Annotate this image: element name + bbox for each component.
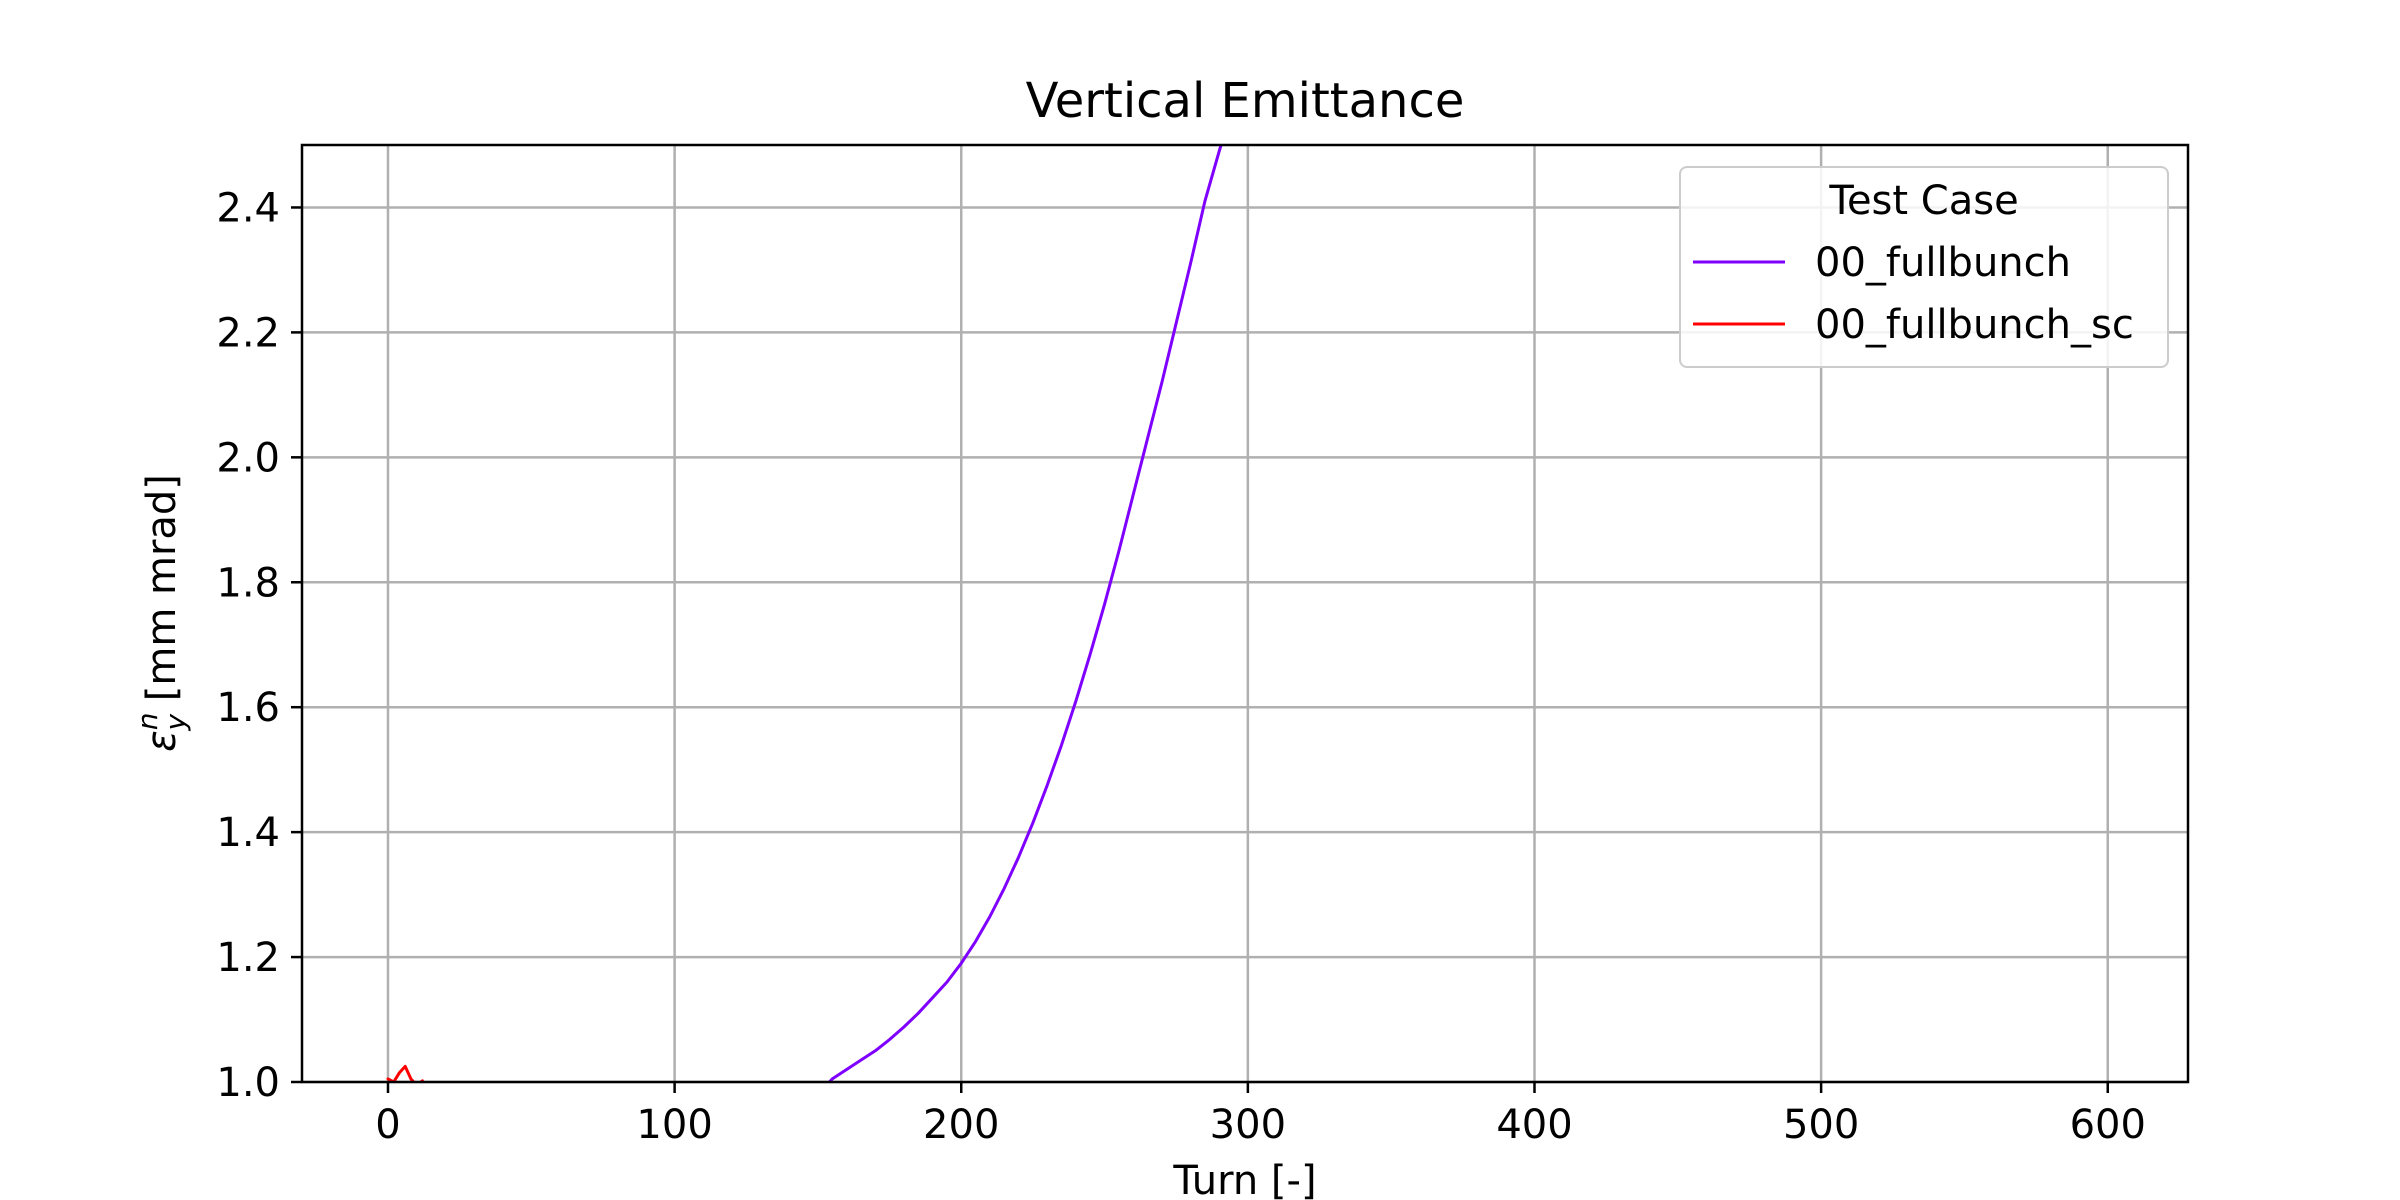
x-tick-label: 0 bbox=[375, 1102, 400, 1148]
x-axis-ticks: 0 100 200 300 400 500 600 bbox=[375, 1082, 2146, 1148]
y-tick-label: 1.6 bbox=[216, 685, 280, 731]
legend-box bbox=[1679, 166, 2169, 368]
legend: Test Case 00_fullbunch 00_fullbunch_sc bbox=[1679, 166, 2169, 368]
series-layer bbox=[386, 145, 1223, 1082]
series-line-00-fullbunch-sc bbox=[386, 1064, 424, 1082]
y-tick-label: 1.0 bbox=[216, 1060, 280, 1106]
legend-label-00-fullbunch-sc: 00_fullbunch_sc bbox=[1815, 302, 2134, 348]
legend-label-00-fullbunch: 00_fullbunch bbox=[1815, 240, 2071, 286]
x-tick-label: 100 bbox=[636, 1102, 712, 1148]
y-tick-label: 2.0 bbox=[216, 435, 280, 481]
x-tick-label: 300 bbox=[1210, 1102, 1286, 1148]
series-line-00-fullbunch bbox=[827, 145, 1223, 1082]
legend-title: Test Case bbox=[1828, 178, 2018, 224]
y-axis-label: εny [mm mrad] bbox=[131, 474, 192, 752]
chart-title: Vertical Emittance bbox=[1026, 73, 1465, 129]
x-tick-label: 200 bbox=[923, 1102, 999, 1148]
y-tick-label: 2.2 bbox=[216, 310, 280, 356]
y-tick-label: 1.8 bbox=[216, 560, 280, 606]
y-tick-label: 1.4 bbox=[216, 810, 280, 856]
y-axis-ticks: 1.0 1.2 1.4 1.6 1.8 2.0 2.2 2.4 bbox=[216, 185, 302, 1106]
y-tick-label: 1.2 bbox=[216, 935, 280, 981]
x-axis-label: Turn [-] bbox=[1172, 1158, 1316, 1200]
x-tick-label: 400 bbox=[1496, 1102, 1572, 1148]
x-tick-label: 500 bbox=[1783, 1102, 1859, 1148]
x-tick-label: 600 bbox=[2070, 1102, 2146, 1148]
y-tick-label: 2.4 bbox=[216, 185, 280, 231]
plot-frame bbox=[300, 143, 2190, 1084]
